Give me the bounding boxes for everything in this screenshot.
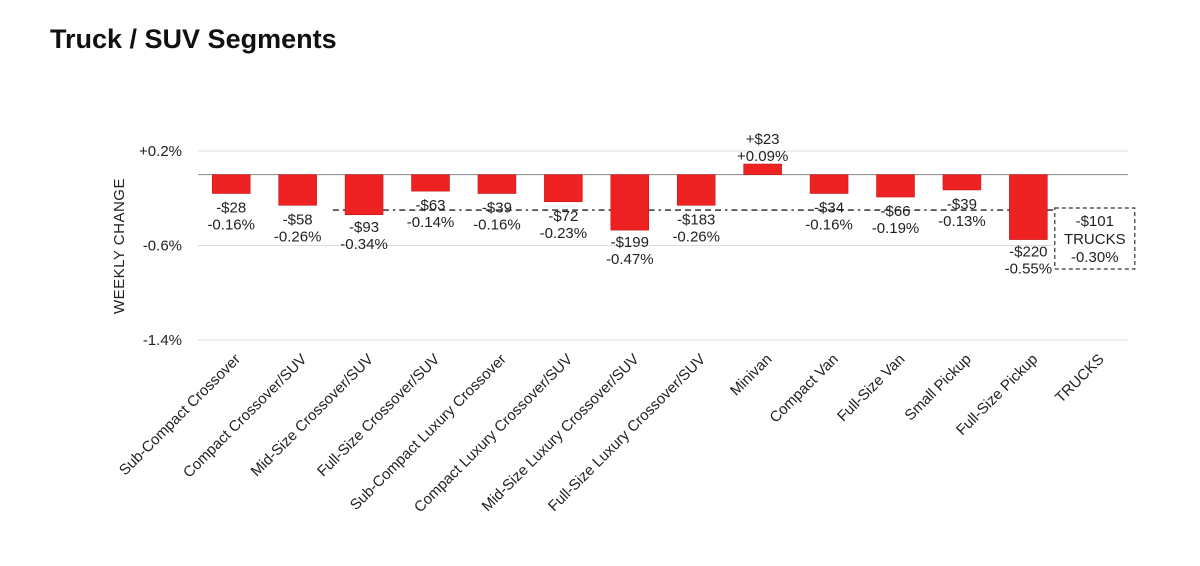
x-tick-label: Sub-Compact Crossover xyxy=(116,351,244,479)
data-label-dollar: -$34 xyxy=(814,200,844,217)
y-tick-label: -0.6% xyxy=(143,238,182,255)
bar xyxy=(743,163,782,175)
data-label-percent: -0.13% xyxy=(938,213,986,230)
data-label-percent: -0.55% xyxy=(1005,261,1053,278)
data-label-percent: -0.16% xyxy=(207,217,255,234)
bar xyxy=(876,174,915,198)
data-label-percent: -0.47% xyxy=(606,251,654,268)
page-title: Truck / SUV Segments xyxy=(50,24,337,54)
bars xyxy=(211,163,1048,240)
x-tick-label: Mid-Size Crossover/SUV xyxy=(248,351,377,480)
data-label-percent: -0.14% xyxy=(407,214,455,231)
data-label-percent: -0.16% xyxy=(805,217,853,234)
data-label-percent: -0.34% xyxy=(340,236,388,253)
summary-dollar: -$101 xyxy=(1076,213,1114,230)
x-tick-label: Compact Crossover/SUV xyxy=(180,351,311,482)
data-label-dollar: -$66 xyxy=(880,203,910,220)
x-tick-label: Small Pickup xyxy=(901,351,974,424)
bar xyxy=(610,174,650,231)
data-label-dollar: -$199 xyxy=(611,234,649,251)
x-tick-label: Minivan xyxy=(727,351,776,400)
y-tick-label: -1.4% xyxy=(143,332,182,349)
data-label-dollar: -$28 xyxy=(216,200,246,217)
data-label-dollar: -$63 xyxy=(415,197,445,214)
data-label-dollar: -$93 xyxy=(349,219,379,236)
bar xyxy=(942,174,982,191)
bar xyxy=(809,174,849,194)
bar xyxy=(344,174,384,216)
bar xyxy=(278,174,317,206)
data-label-dollar: -$72 xyxy=(548,208,578,225)
data-label-percent: +0.09% xyxy=(737,148,788,165)
data-label-percent: -0.26% xyxy=(672,228,720,245)
y-axis-ticks: +0.2% -0.6% -1.4% xyxy=(139,143,182,349)
data-label-percent: -0.19% xyxy=(872,220,920,237)
data-label-dollar: -$220 xyxy=(1009,244,1047,261)
bar xyxy=(544,174,583,203)
data-labels: -$28-0.16% -$58-0.26%-$93-0.34%-$63-0.14%… xyxy=(207,131,1052,278)
x-tick-label: Full-Size Van xyxy=(834,351,908,425)
bar xyxy=(477,174,517,194)
summary-percent: -0.30% xyxy=(1071,249,1119,266)
bar xyxy=(411,174,450,192)
bar xyxy=(211,174,251,194)
data-label-dollar: -$183 xyxy=(677,211,715,228)
y-axis-label: WEEKLY CHANGE xyxy=(111,178,128,314)
data-label-dollar: -$58 xyxy=(283,211,313,228)
summary-box-frame xyxy=(1054,207,1136,270)
data-label-percent: -0.16% xyxy=(473,217,521,234)
x-tick-label: Full-Size Crossover/SUV xyxy=(314,351,443,480)
data-label-dollar: +$23 xyxy=(746,131,780,148)
x-tick-label: TRUCKS xyxy=(1052,351,1108,407)
summary-name: TRUCKS xyxy=(1064,231,1126,248)
data-label-percent: -0.26% xyxy=(274,228,322,245)
bar xyxy=(676,174,716,206)
data-label-dollar: -$39 xyxy=(947,196,977,213)
gridlines xyxy=(198,150,1128,341)
data-label-dollar: -$39 xyxy=(482,200,512,217)
bar xyxy=(1009,174,1048,240)
data-label-percent: -0.23% xyxy=(540,225,588,242)
y-tick-label: +0.2% xyxy=(139,143,182,160)
x-tick-label: Compact Van xyxy=(766,351,841,426)
